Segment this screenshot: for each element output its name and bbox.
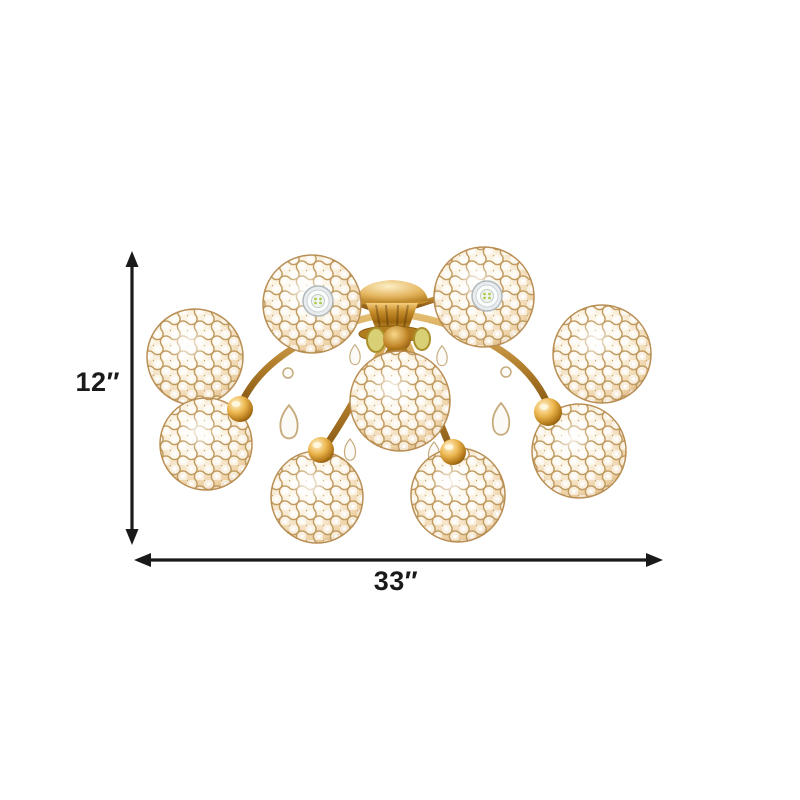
- width-dimension-label: 33″: [374, 566, 418, 596]
- crystal-shade-lower-left: [159, 397, 253, 491]
- canopy-coin-right: [413, 327, 431, 351]
- crystal-drop: [349, 344, 361, 366]
- canopy-dome: [356, 280, 428, 301]
- crystal-shade-right: [552, 304, 652, 404]
- crystal-bead: [500, 366, 512, 378]
- width-arrowhead-left: [134, 553, 151, 567]
- crystal-shade-center: [349, 350, 451, 452]
- crystal-drop: [279, 404, 299, 440]
- crystal-bead: [282, 367, 294, 379]
- canopy-coin-left: [366, 327, 386, 353]
- crystal-drop: [491, 402, 511, 436]
- dimension-width: 33″: [134, 553, 663, 596]
- chandelier-illustration: [146, 246, 652, 544]
- height-arrowhead-bottom: [125, 529, 139, 545]
- height-arrowhead-top: [125, 251, 139, 267]
- bulb-top-left: [302, 285, 334, 317]
- bulb-top-right: [471, 280, 503, 312]
- canopy-cone: [366, 303, 418, 330]
- crystal-drop: [436, 345, 448, 367]
- crystal-shade-lower-right: [531, 403, 627, 499]
- height-dimension-label: 12″: [76, 367, 120, 397]
- crystal-drops: [279, 344, 512, 440]
- canopy: [356, 280, 431, 357]
- crystal-shade-bottom-right: [410, 447, 506, 543]
- socket-cap-left: [227, 396, 253, 422]
- canopy-ribs: [375, 304, 409, 329]
- width-arrowhead-right: [646, 553, 663, 567]
- crystal-shade-left: [146, 308, 244, 406]
- socket-cap-bottom-left: [308, 437, 334, 463]
- crystal-shade-bottom-left: [270, 450, 364, 544]
- dimension-height: 12″: [76, 251, 139, 545]
- socket-cap-right: [534, 398, 562, 426]
- crystal-drop: [343, 438, 357, 461]
- socket-cap-bottom-right: [440, 439, 466, 465]
- canopy-knob: [383, 326, 411, 352]
